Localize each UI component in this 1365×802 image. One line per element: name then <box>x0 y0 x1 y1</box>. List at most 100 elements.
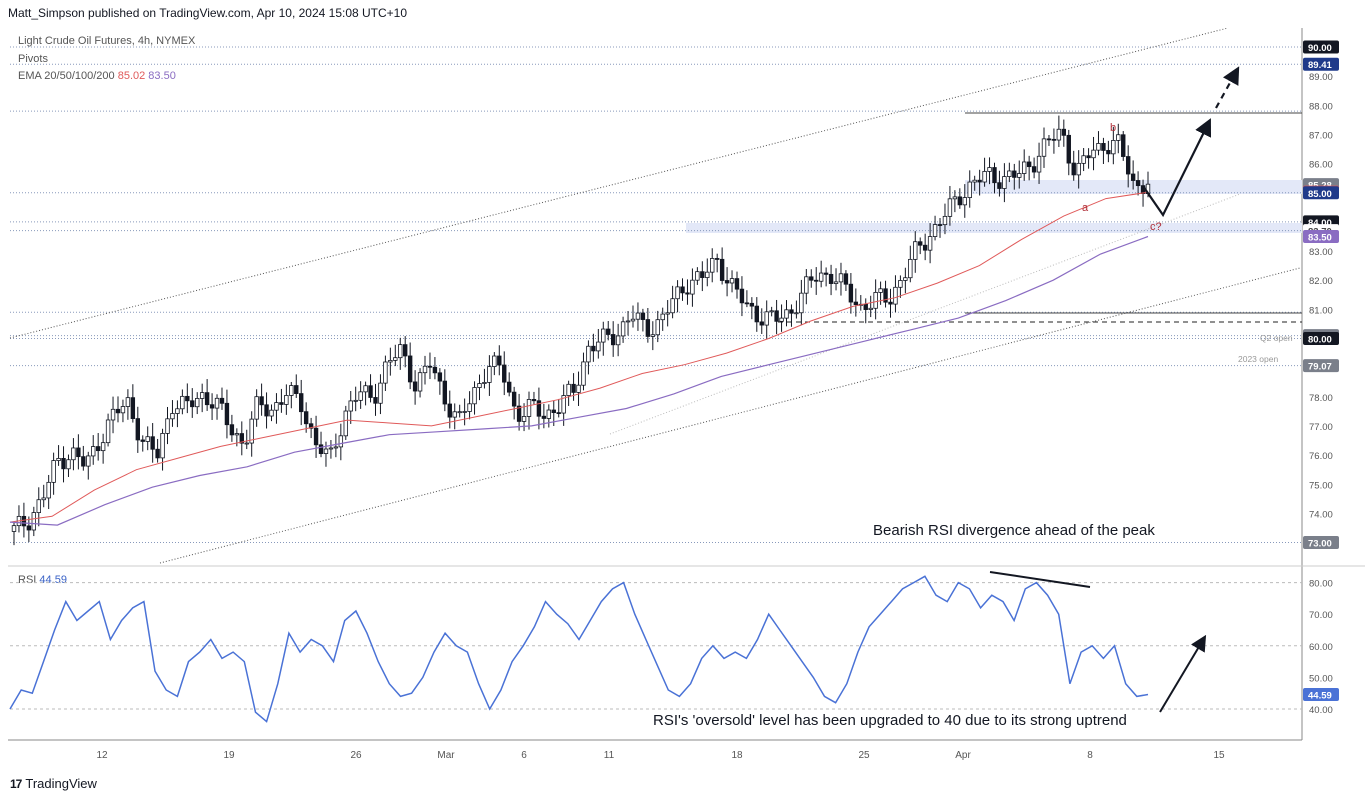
candle-body <box>86 455 91 467</box>
candle-body <box>219 397 225 404</box>
candle-body <box>1031 166 1037 173</box>
candle-body <box>531 399 537 402</box>
candle-body <box>1116 134 1121 141</box>
price-tick-label: 87.00 <box>1309 130 1333 141</box>
candle-body <box>685 292 690 295</box>
candle-body <box>130 397 136 419</box>
candle-body <box>556 412 561 415</box>
rsi-value-chip-text: 44.59 <box>1308 690 1332 701</box>
price-label-chip <box>1303 57 1339 71</box>
candle-body <box>1096 143 1101 151</box>
candle-body <box>195 398 200 408</box>
open-2023-label: 2023 open <box>1238 354 1278 364</box>
candle-body <box>714 258 720 260</box>
candle-body <box>982 171 987 183</box>
price-tick-label: 83.00 <box>1309 247 1333 258</box>
price-label-chip <box>1303 186 1339 200</box>
candle-body <box>878 288 883 293</box>
candle-body <box>1056 128 1062 141</box>
candle-body <box>239 433 244 444</box>
candle-body <box>1002 176 1007 189</box>
price-tick-label: 88.00 <box>1309 101 1333 112</box>
pivots-legend[interactable]: Pivots <box>18 53 48 65</box>
candle-body <box>333 446 339 449</box>
ema-value-purple: 83.50 <box>148 70 176 82</box>
candle-body <box>249 418 254 444</box>
candle-body <box>987 167 992 172</box>
symbol-legend[interactable]: Light Crude Oil Futures, 4h, NYMEX <box>18 35 196 47</box>
price-label-text: 73.00 <box>1308 539 1332 550</box>
candle-body <box>56 458 61 461</box>
projection-arrow <box>1142 118 1212 218</box>
candle-body <box>744 302 750 305</box>
candle-body <box>363 385 368 393</box>
candle-body <box>299 393 304 413</box>
candle-body <box>913 241 918 260</box>
price-label-text: 90.00 <box>1308 43 1332 54</box>
candle-body <box>204 392 210 406</box>
candle-body <box>922 244 928 251</box>
candle-body <box>214 397 220 409</box>
candle-body <box>883 288 888 303</box>
price-label-chip <box>1303 359 1339 373</box>
candle-body <box>957 196 963 206</box>
time-tick-label: 6 <box>521 750 527 761</box>
candle-body <box>422 365 428 374</box>
rsi-tick-label: 40.00 <box>1309 705 1333 716</box>
price-label-text: 83.50 <box>1308 232 1332 243</box>
candle-body <box>848 283 854 303</box>
candle-body <box>140 439 145 442</box>
candle-body <box>71 447 76 461</box>
candle-body <box>729 278 735 284</box>
ema-legend[interactable]: EMA 20/50/100/200 85.02 83.50 <box>18 69 176 83</box>
price-chart[interactable]: a b c? Q2 open 2023 open Bearish RSI div… <box>0 0 1365 770</box>
candle-body <box>1066 134 1071 164</box>
candle-body <box>224 402 230 426</box>
candle-body <box>175 408 180 414</box>
candle-body <box>353 399 358 402</box>
time-tick-label: 11 <box>604 750 615 761</box>
candle-body <box>348 400 353 412</box>
candle-body <box>566 383 571 396</box>
publisher-line: Matt_Simpson published on TradingView.co… <box>8 6 408 20</box>
candle-body <box>1076 162 1081 176</box>
candle-body <box>610 334 616 346</box>
candle-body <box>437 372 443 382</box>
candle-body <box>502 364 507 383</box>
candle-body <box>1071 162 1076 176</box>
candle-body <box>962 197 967 206</box>
wave-label-c: c? <box>1150 221 1162 233</box>
candle-body <box>1091 149 1096 159</box>
q2-open-label: Q2 open <box>1260 333 1293 343</box>
ema-value-red: 85.02 <box>117 70 146 82</box>
candle-body <box>1022 161 1027 174</box>
candle-body <box>591 345 596 352</box>
candle-body <box>1036 155 1042 173</box>
price-labels: 90.0089.4185.2885.0285.0084.0083.7083.50… <box>1303 40 1339 550</box>
candle-body <box>818 272 824 282</box>
candle-body <box>368 385 373 398</box>
candle-body <box>903 277 908 281</box>
candle-body <box>51 460 56 483</box>
candle-body <box>596 341 601 352</box>
price-tick-label: 74.00 <box>1309 509 1333 520</box>
rsi-divergence-line <box>989 571 1091 588</box>
price-label-text: 85.00 <box>1308 189 1332 200</box>
candle-body <box>398 344 403 359</box>
tradingview-logo[interactable]: 17 TradingView <box>10 776 97 791</box>
candle-body <box>650 334 656 337</box>
candle-body <box>284 395 289 405</box>
candle-body <box>442 380 448 405</box>
candle-body <box>125 397 131 407</box>
candles <box>11 115 1151 546</box>
time-tick-label: 26 <box>350 750 362 761</box>
candle-body <box>190 400 195 408</box>
candle-body <box>209 404 215 409</box>
candle-body <box>615 335 621 346</box>
candle-body <box>576 384 581 393</box>
candle-body <box>739 288 745 304</box>
candle-body <box>942 215 948 226</box>
candle-body <box>120 406 126 414</box>
candle-body <box>100 442 106 452</box>
candle-body <box>853 301 859 305</box>
